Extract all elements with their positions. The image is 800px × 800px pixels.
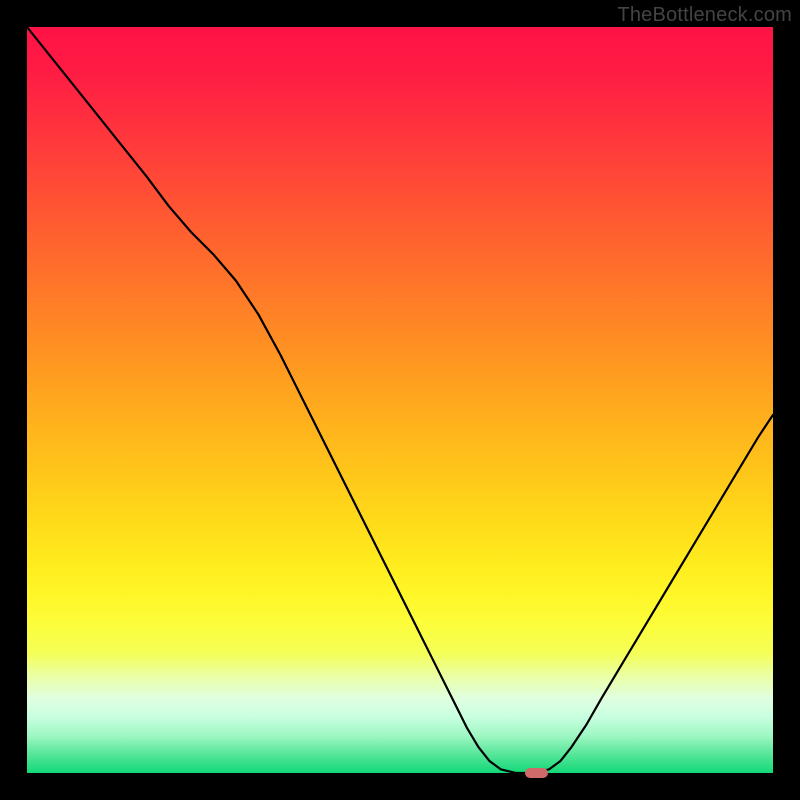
attribution-label: TheBottleneck.com — [617, 4, 792, 27]
bottleneck-plot — [0, 0, 800, 800]
plot-border-right — [773, 0, 800, 800]
chart-frame: TheBottleneck.com — [0, 0, 800, 800]
optimal-marker — [525, 768, 547, 778]
gradient-background — [27, 27, 773, 773]
plot-border-bottom — [0, 773, 800, 800]
plot-border-left — [0, 0, 27, 800]
